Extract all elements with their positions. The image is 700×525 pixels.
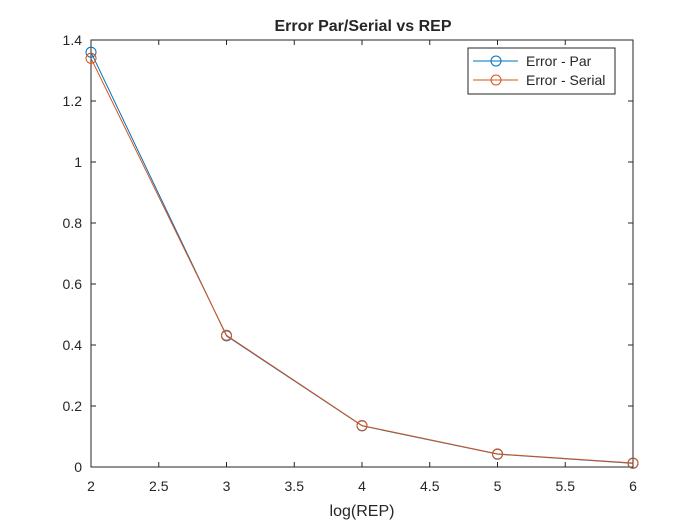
axes-box bbox=[90, 39, 634, 468]
y-tick-label: 1.2 bbox=[63, 93, 83, 109]
x-axis-ticks: 2 2.5 3 3.5 4 4.5 5 5.5 6 bbox=[87, 40, 637, 494]
x-tick-label: 5 bbox=[494, 478, 502, 494]
y-tick-label: 0.6 bbox=[63, 276, 83, 292]
chart-title: Error Par/Serial vs REP bbox=[275, 18, 452, 35]
legend-box bbox=[467, 47, 616, 95]
x-tick-label: 2 bbox=[87, 478, 95, 494]
data-point-serial bbox=[221, 329, 232, 341]
y-tick-label: 0.2 bbox=[63, 398, 83, 414]
y-tick-label: 0.8 bbox=[63, 215, 83, 231]
x-tick-label: 5.5 bbox=[556, 478, 576, 494]
legend-marker-serial bbox=[490, 74, 502, 86]
legend-label-par: Error - Par bbox=[526, 53, 592, 69]
x-tick-label: 4 bbox=[358, 478, 366, 494]
data-point-serial bbox=[85, 52, 97, 64]
y-axis-ticks: 0 0.2 0.4 0.6 0.8 1 1.2 1.4 bbox=[63, 32, 633, 475]
data-point-serial bbox=[492, 448, 503, 460]
legend: Error - Par Error - Serial bbox=[467, 47, 616, 95]
legend-label-serial: Error - Serial bbox=[526, 72, 605, 88]
data-point-par bbox=[85, 46, 97, 58]
data-point-serial bbox=[627, 457, 639, 469]
y-tick-label: 1.4 bbox=[63, 32, 83, 48]
x-tick-label: 4.5 bbox=[420, 478, 440, 494]
y-tick-label: 0.4 bbox=[63, 337, 83, 353]
series-layer bbox=[85, 46, 639, 469]
x-tick-label: 3 bbox=[223, 478, 231, 494]
x-tick-label: 6 bbox=[629, 478, 637, 494]
x-tick-label: 2.5 bbox=[149, 478, 169, 494]
series-line-serial bbox=[90, 58, 634, 464]
x-axis-label: log(REP) bbox=[330, 503, 395, 520]
x-tick-label: 3.5 bbox=[285, 478, 305, 494]
legend-marker-par bbox=[490, 55, 502, 67]
y-tick-label: 0 bbox=[74, 459, 82, 475]
y-tick-label: 1 bbox=[74, 154, 82, 170]
plot-area: 2 2.5 3 3.5 4 4.5 5 5.5 6 0 0.2 0.4 0.6 0.8 1 1.2 1.4 bbox=[63, 32, 639, 494]
data-point-serial bbox=[356, 420, 368, 432]
